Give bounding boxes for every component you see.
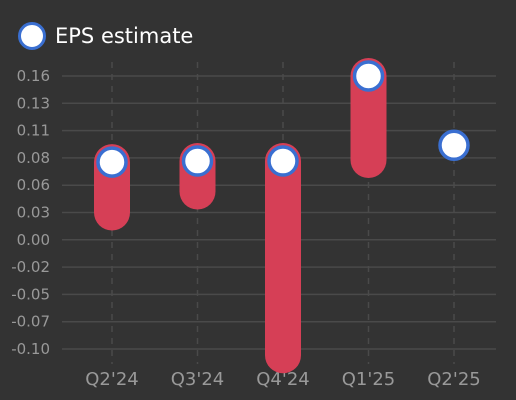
y-tick-label: -0.02: [11, 258, 50, 276]
y-tick-label: 0.16: [17, 67, 50, 85]
y-tick-label: -0.05: [11, 285, 50, 303]
legend: EPS estimate: [18, 19, 193, 53]
eps-estimate-point: [267, 145, 299, 177]
eps-estimate-point: [181, 145, 214, 177]
y-tick-label: 0.06: [17, 176, 50, 194]
x-tick-label: Q3'24: [171, 369, 224, 390]
y-tick-label: -0.10: [11, 340, 50, 358]
x-tick-label: Q4'24: [256, 369, 309, 390]
legend-marker-icon: [18, 22, 46, 50]
y-tick-label: 0.00: [17, 231, 50, 249]
eps-estimate-point: [352, 60, 385, 92]
legend-label: EPS estimate: [55, 24, 194, 48]
x-tick-label: Q2'25: [427, 369, 480, 390]
x-tick-label: Q1'25: [342, 369, 395, 390]
y-tick-label: -0.07: [11, 313, 50, 331]
eps-estimate-point: [438, 129, 470, 162]
eps-estimate-point: [96, 146, 128, 178]
y-tick-label: 0.11: [17, 122, 50, 140]
y-tick-label: 0.08: [17, 149, 50, 167]
y-tick-label: 0.03: [17, 204, 50, 222]
y-tick-label: 0.13: [17, 94, 50, 112]
x-tick-label: Q2'24: [85, 369, 138, 390]
